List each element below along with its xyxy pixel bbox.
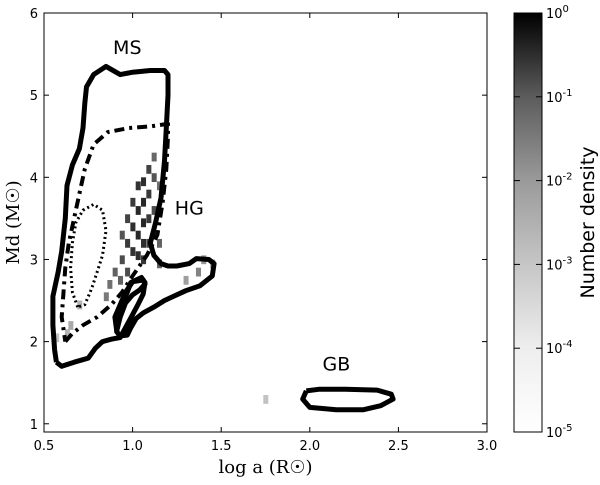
contours xyxy=(50,63,396,413)
heatmap-cell xyxy=(183,275,189,285)
x-axis-title: log a (R☉) xyxy=(218,457,312,478)
heatmap-cell xyxy=(146,214,152,224)
heatmap-cell xyxy=(156,181,162,191)
x-tick-label: 0.5 xyxy=(34,439,55,454)
heatmap-cell xyxy=(119,230,125,240)
y-tick-label: 1 xyxy=(30,418,38,433)
heatmap-cell xyxy=(141,197,147,207)
heatmap-cell xyxy=(141,218,147,228)
plot-frame xyxy=(43,12,488,433)
heatmap-cell xyxy=(135,230,141,240)
heatmap-cell xyxy=(151,152,157,162)
x-tick-label: 3.0 xyxy=(477,439,498,454)
contour-inner-solid xyxy=(112,277,148,332)
region-label-hg: HG xyxy=(175,197,204,219)
heatmap-cell xyxy=(135,206,141,215)
colorbar-tick-label: 100 xyxy=(546,4,569,22)
heatmap-cell xyxy=(141,238,147,248)
x-tick-label: 1.5 xyxy=(211,439,232,454)
y-tick-label: 2 xyxy=(30,336,38,351)
y-tick-label: 5 xyxy=(30,89,38,104)
heatmap-cell xyxy=(125,267,131,277)
heatmap-cell xyxy=(156,238,162,248)
heatmap-cell xyxy=(141,255,147,265)
heatmap-cell xyxy=(125,238,131,248)
x-tick-label: 1.0 xyxy=(122,439,143,454)
heatmap-cell xyxy=(135,251,141,261)
heatmap-cell xyxy=(151,206,157,215)
heatmap-cell xyxy=(263,395,269,404)
axis-ticks: 0.5 1.0 1.5 2.0 2.5 3.0 1 2 3 4 5 6 xyxy=(30,7,498,454)
x-tick-label: 2.0 xyxy=(299,439,320,454)
contour-gb-solid xyxy=(300,386,396,413)
contour-dashdot xyxy=(59,121,170,343)
heatmap-cell xyxy=(146,189,152,199)
colorbar-title: Number density xyxy=(577,146,599,298)
colorbar-ticks: 100 10-1 10-2 10-3 10-4 10-5 xyxy=(514,4,573,441)
heatmap-cell xyxy=(64,329,70,339)
heatmap-cell xyxy=(119,255,125,265)
region-labels: MS HG GB xyxy=(113,37,350,375)
colorbar-tick-label: 10-3 xyxy=(546,255,573,273)
heatmap-cell xyxy=(195,267,201,277)
x-tick-label: 2.5 xyxy=(388,439,409,454)
y-axis-title: Md (M☉) xyxy=(3,180,24,264)
heatmap-cell xyxy=(54,333,60,343)
heatmap-cell xyxy=(107,280,113,289)
colorbar xyxy=(513,12,543,433)
heatmap-cell xyxy=(103,292,109,302)
colorbar-tick-label: 10-2 xyxy=(546,172,573,190)
colorbar-tick-label: 10-5 xyxy=(546,423,573,441)
y-tick-label: 6 xyxy=(30,7,38,22)
heatmap-cell xyxy=(125,214,131,224)
heatmap-cell xyxy=(130,247,136,256)
heatmap-cell xyxy=(151,173,157,183)
heatmap-cell xyxy=(130,197,136,207)
heatmap-cell xyxy=(141,177,147,187)
heatmap-cell xyxy=(117,275,124,285)
colorbar-tick-label: 10-1 xyxy=(546,88,573,106)
colorbar-tick-label: 10-4 xyxy=(546,339,573,357)
heatmap-cells xyxy=(54,152,269,404)
heatmap-cell xyxy=(146,164,152,174)
heatmap-cell xyxy=(130,222,136,232)
region-label-gb: GB xyxy=(322,353,350,375)
contour-outer-solid xyxy=(50,63,217,369)
heatmap-cell xyxy=(135,181,141,191)
heatmap-cell xyxy=(112,267,118,277)
region-label-ms: MS xyxy=(113,37,141,59)
y-tick-label: 4 xyxy=(30,171,38,186)
contour-dotted xyxy=(69,202,108,309)
y-tick-label: 3 xyxy=(30,253,38,268)
heatmap-cell xyxy=(68,321,74,330)
